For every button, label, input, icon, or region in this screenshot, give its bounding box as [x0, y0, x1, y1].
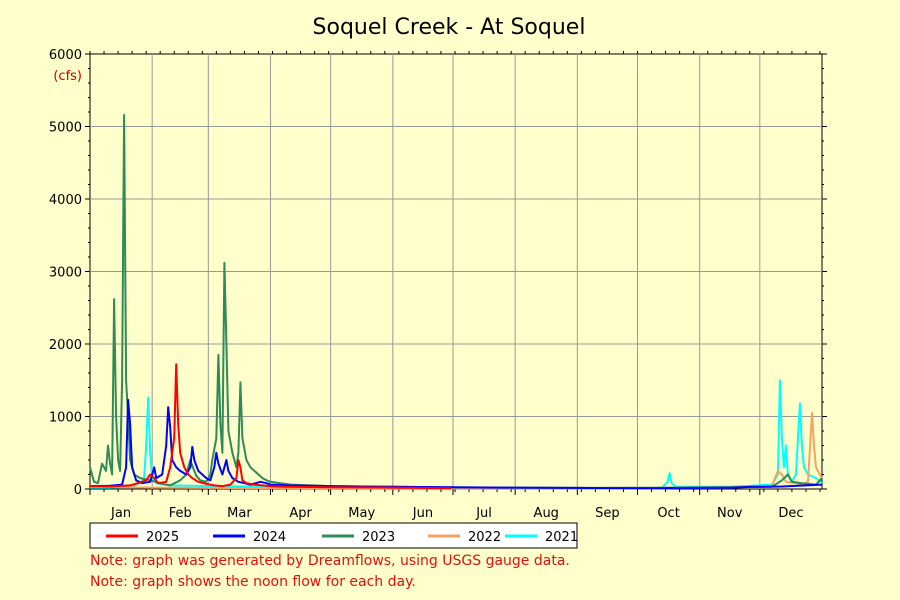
y-tick-label: 2000	[49, 338, 82, 353]
legend: 2025 2024 2023 2022 2021	[89, 522, 578, 549]
legend-label-2023: 2023	[362, 530, 395, 545]
legend-label-2022: 2022	[468, 530, 501, 545]
legend-label-2024: 2024	[253, 530, 286, 545]
x-tick-label: Feb	[169, 506, 192, 521]
y-tick-label: 3000	[49, 266, 82, 281]
x-tick-label: Oct	[657, 506, 679, 521]
x-tick-label: Dec	[778, 506, 803, 521]
x-tick-label: Jan	[110, 506, 131, 521]
y-tick-label: 6000	[49, 48, 82, 63]
legend-label-2021: 2021	[545, 530, 578, 545]
y-tick-label: 4000	[49, 193, 82, 208]
y-tick-label: 0	[74, 483, 82, 498]
note-noon-flow: Note: graph shows the noon flow for each…	[90, 574, 416, 590]
series-lines	[89, 113, 823, 490]
note-source: Note: graph was generated by Dreamflows,…	[90, 553, 570, 569]
y-axis-unit-label: (cfs)	[53, 69, 82, 84]
y-tick-label: 1000	[49, 411, 82, 426]
x-tick-label: Mar	[227, 506, 252, 521]
axes: 0 1000 2000 3000 4000 5000 6000 Jan Feb Mar Apr May…	[49, 48, 827, 521]
x-tick-label: Apr	[289, 506, 312, 521]
x-tick-label: Sep	[595, 506, 620, 521]
series-line-2025	[89, 363, 452, 490]
x-tick-label: Nov	[717, 506, 743, 521]
x-tick-label: May	[348, 506, 375, 521]
y-tick-label: 5000	[49, 121, 82, 136]
series-line-2021	[90, 379, 823, 490]
x-tick-label: Jul	[475, 506, 492, 521]
chart-title: Soquel Creek - At Soquel	[313, 15, 586, 40]
legend-label-2025: 2025	[146, 530, 179, 545]
x-tick-label: Jun	[412, 506, 433, 521]
grid	[90, 54, 822, 489]
x-tick-label: Aug	[534, 506, 559, 521]
